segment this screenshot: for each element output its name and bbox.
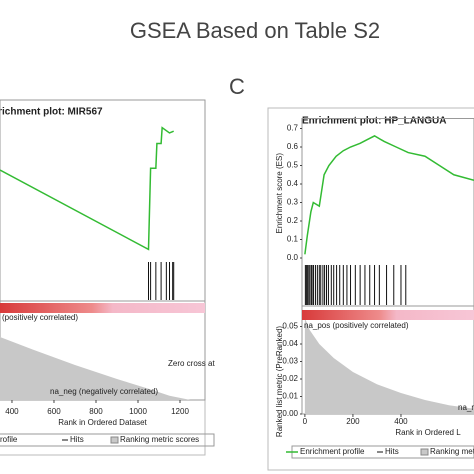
figure-title: GSEA Based on Table S2 <box>130 18 380 43</box>
panel-label: C <box>229 74 245 99</box>
y-tick-label: 0.5 <box>287 161 299 170</box>
metric-tick-label: 0.04 <box>282 339 298 348</box>
y-tick-label: 0.2 <box>287 216 299 225</box>
x-tick-label: 1000 <box>129 407 147 416</box>
neg-label: na_neg (negatively correlated) <box>50 387 158 396</box>
color-bar <box>0 303 205 313</box>
metric-axis-label: Ranked list metric (PreRanked) <box>275 326 284 437</box>
x-tick-label: 800 <box>89 407 103 416</box>
x-tick-label: 600 <box>47 407 61 416</box>
metric-area <box>0 337 191 400</box>
metric-tick-label: 0.03 <box>282 357 298 366</box>
color-bar <box>302 310 474 320</box>
x-tick-label: 200 <box>346 417 360 426</box>
x-tick-label: 400 <box>5 407 19 416</box>
legend-label: rofile <box>0 435 18 444</box>
x-tick-label: 0 <box>303 417 308 426</box>
x-axis-label: Rank in Ordered L <box>395 428 461 437</box>
legend-label: Ranking metric scores <box>120 435 199 444</box>
x-tick-label: 1200 <box>171 407 189 416</box>
panel-title: nrichment plot: MIR567 <box>0 107 103 118</box>
metric-tick-label: 0.05 <box>282 322 298 331</box>
y-axis-label: Enrichment score (ES) <box>275 153 284 234</box>
x-tick-label: 400 <box>394 417 408 426</box>
legend-label: Ranking metric sc <box>430 447 474 456</box>
y-tick-label: 0.7 <box>287 124 299 133</box>
metric-tick-label: 0.01 <box>282 392 298 401</box>
y-tick-label: 0.6 <box>287 142 299 151</box>
pos-label: (positively correlated) <box>2 313 78 322</box>
y-tick-label: 0.4 <box>287 179 299 188</box>
es-line <box>304 135 474 255</box>
legend-label: Enrichment profile <box>300 447 365 456</box>
legend-swatch <box>420 448 429 456</box>
legend-label: Hits <box>70 435 84 444</box>
legend-swatch <box>110 436 119 444</box>
annotation: Zero cross at <box>168 359 215 368</box>
panel-frame <box>267 107 474 471</box>
neg-label: na_ne <box>458 403 474 412</box>
panel-title: Enrichment plot: HP_LANGUA <box>302 116 446 127</box>
pos-label: na_pos (positively correlated) <box>304 321 409 330</box>
metric-area <box>304 317 474 414</box>
y-tick-label: 0.1 <box>287 235 299 244</box>
panel-frame <box>0 99 206 456</box>
legend-box <box>0 433 215 447</box>
y-tick-label: 0.3 <box>287 198 299 207</box>
x-axis-label: Rank in Ordered Dataset <box>58 418 147 427</box>
metric-tick-label: 0.02 <box>282 374 298 383</box>
y-tick-label: 0.0 <box>287 253 299 262</box>
metric-tick-label: 0.00 <box>282 409 298 418</box>
es-line <box>0 126 174 251</box>
legend-label: Hits <box>385 447 399 456</box>
